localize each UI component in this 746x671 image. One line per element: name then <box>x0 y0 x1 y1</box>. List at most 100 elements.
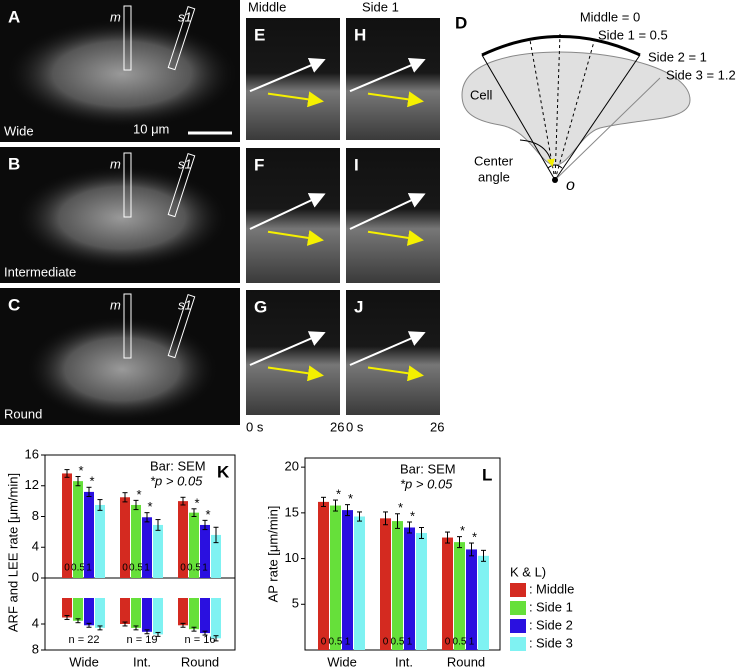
x-tick-label: Wide <box>69 654 99 669</box>
panel-letter: E <box>254 25 265 44</box>
bar-label: 0 <box>64 563 70 574</box>
scale-bar-label: 10 μm <box>133 121 169 136</box>
time-label: 26 <box>430 419 444 434</box>
bar-label: 1 <box>202 563 208 574</box>
arrow <box>267 91 324 108</box>
arrow <box>349 58 426 93</box>
bar-label: 0.5 <box>129 563 143 574</box>
panel-letter: I <box>354 155 359 174</box>
sample-size: n = 16 <box>185 634 216 646</box>
bar <box>178 501 188 578</box>
arrow <box>367 365 424 382</box>
x-tick-label: Int. <box>395 654 413 669</box>
panel-letter: F <box>254 155 264 174</box>
significance: * <box>194 495 199 510</box>
bar-label: 1 <box>86 563 92 574</box>
x-tick-label: Int. <box>133 654 151 669</box>
significance: * <box>205 507 210 522</box>
sample-size: n = 19 <box>127 634 158 646</box>
time-label: 0 s <box>246 419 264 434</box>
bar-label: 0.5 <box>391 637 405 648</box>
bar <box>342 510 353 650</box>
panel-letter: J <box>354 297 363 316</box>
significance: * <box>89 474 94 489</box>
bar-label: 0 <box>180 563 186 574</box>
y-axis-label: AP rate [μm/min] <box>265 506 280 603</box>
bar <box>200 598 210 634</box>
kymograph <box>346 290 440 415</box>
origin-dot <box>552 177 558 183</box>
legend-swatch <box>510 583 526 597</box>
cell-image <box>7 19 237 128</box>
arrow <box>349 193 426 230</box>
bar <box>392 521 403 650</box>
annotation: *p > 0.05 <box>150 473 203 488</box>
roi-label: m <box>110 156 121 171</box>
significance: * <box>78 463 83 478</box>
center-angle-label: angle <box>478 169 510 184</box>
y-axis-label: ARF and LEE rate [μm/min] <box>5 473 20 632</box>
legend-label: Side 3 <box>536 635 573 650</box>
bar <box>189 512 199 578</box>
bar <box>120 497 130 578</box>
bar-label: 0 <box>321 637 327 648</box>
panel-letter: K <box>217 462 230 481</box>
y-tick-label: 4 <box>32 615 39 630</box>
roi <box>167 153 196 218</box>
diagram-label: Middle = 0 <box>580 9 640 24</box>
bar <box>95 504 105 578</box>
legend-label: Side 2 <box>536 617 573 632</box>
x-tick-label: Round <box>447 654 485 669</box>
arrow <box>367 91 424 108</box>
y-tick-label: 20 <box>285 459 299 474</box>
bar <box>153 598 163 635</box>
bar <box>153 524 163 578</box>
x-tick-label: Wide <box>327 654 357 669</box>
dash-line <box>554 33 561 181</box>
legend-swatch <box>510 637 526 651</box>
plot-frame <box>44 454 236 651</box>
bar-label: 0 <box>122 563 128 574</box>
x-tick-label: Round <box>181 654 219 669</box>
bar-label: 0.5 <box>453 637 467 648</box>
y-tick-label: 0 <box>32 569 39 584</box>
bar <box>178 598 188 626</box>
bar <box>318 501 329 650</box>
panel-letter: B <box>8 154 20 173</box>
legend-sep: : <box>529 635 533 650</box>
bar-label: 0.5 <box>71 563 85 574</box>
legend-label: Side 1 <box>536 599 573 614</box>
arc <box>481 35 641 57</box>
origin-label: o <box>566 177 575 194</box>
bar <box>404 527 415 650</box>
bar <box>354 516 365 650</box>
significance: * <box>410 508 415 523</box>
y-tick-label: 8 <box>32 641 39 656</box>
cell-image <box>27 317 217 422</box>
arrow <box>367 230 424 246</box>
bar <box>416 532 427 650</box>
fan-edge <box>481 54 556 181</box>
annotation: Bar: SEM <box>400 461 456 476</box>
roi-label: m <box>110 9 121 24</box>
legend-swatch <box>510 601 526 615</box>
y-tick-label: 8 <box>32 508 39 523</box>
bar <box>380 518 391 650</box>
significance: * <box>398 500 403 515</box>
significance: * <box>460 523 465 538</box>
bar-label: 1 <box>407 637 413 648</box>
arrow <box>249 193 326 230</box>
cell-label: Cell <box>470 87 493 102</box>
bar <box>73 481 83 578</box>
bar-label: 1 <box>469 637 475 648</box>
time-label: 0 s <box>346 419 364 434</box>
diagram: D Middle = 0 Side 1 = 0.5 Side 2 = 1 Sid… <box>455 9 736 194</box>
diagram-label: Side 1 = 0.5 <box>598 27 668 42</box>
legend-label: Middle <box>536 581 574 596</box>
legend-sep: : <box>529 617 533 632</box>
panel-letter: H <box>354 25 366 44</box>
bar <box>330 505 341 650</box>
time-label: 26 <box>330 419 344 434</box>
bar <box>211 598 221 639</box>
